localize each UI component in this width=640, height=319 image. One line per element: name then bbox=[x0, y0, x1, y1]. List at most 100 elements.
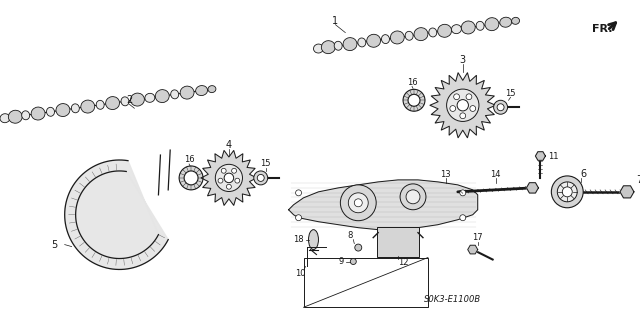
Ellipse shape bbox=[381, 35, 390, 44]
Circle shape bbox=[296, 215, 301, 221]
Text: S0K3-E1100B: S0K3-E1100B bbox=[424, 295, 481, 304]
Circle shape bbox=[227, 184, 231, 189]
Circle shape bbox=[450, 106, 456, 111]
Ellipse shape bbox=[81, 100, 95, 113]
Circle shape bbox=[493, 100, 508, 114]
Text: 3: 3 bbox=[460, 56, 466, 65]
Circle shape bbox=[563, 187, 572, 197]
Text: 8: 8 bbox=[348, 231, 353, 240]
Circle shape bbox=[408, 94, 420, 106]
Text: 10: 10 bbox=[295, 269, 306, 278]
Ellipse shape bbox=[22, 111, 29, 120]
Circle shape bbox=[470, 106, 476, 111]
Text: 4: 4 bbox=[226, 140, 232, 150]
Ellipse shape bbox=[429, 28, 436, 37]
Circle shape bbox=[296, 190, 301, 196]
Ellipse shape bbox=[96, 100, 104, 109]
Text: FR.: FR. bbox=[592, 24, 612, 33]
Ellipse shape bbox=[476, 21, 484, 30]
Text: 5: 5 bbox=[52, 240, 58, 249]
Ellipse shape bbox=[121, 97, 129, 106]
Circle shape bbox=[400, 184, 426, 210]
Text: 7: 7 bbox=[636, 175, 640, 185]
Polygon shape bbox=[289, 180, 477, 230]
Text: 6: 6 bbox=[580, 169, 586, 179]
Ellipse shape bbox=[511, 17, 520, 24]
Text: 1: 1 bbox=[332, 16, 339, 26]
Ellipse shape bbox=[47, 107, 54, 116]
Ellipse shape bbox=[390, 31, 404, 44]
Ellipse shape bbox=[358, 38, 366, 47]
Ellipse shape bbox=[405, 31, 413, 40]
Text: 15: 15 bbox=[506, 89, 516, 98]
Circle shape bbox=[403, 89, 425, 111]
Circle shape bbox=[355, 244, 362, 251]
Text: 17: 17 bbox=[472, 233, 483, 242]
Ellipse shape bbox=[343, 38, 357, 51]
Circle shape bbox=[348, 193, 368, 213]
Circle shape bbox=[551, 176, 583, 208]
Circle shape bbox=[454, 94, 460, 100]
Circle shape bbox=[179, 166, 203, 190]
Ellipse shape bbox=[485, 18, 499, 31]
Circle shape bbox=[235, 178, 240, 183]
Circle shape bbox=[406, 190, 420, 204]
Ellipse shape bbox=[500, 17, 511, 27]
Ellipse shape bbox=[106, 97, 120, 109]
Ellipse shape bbox=[131, 93, 145, 106]
Circle shape bbox=[184, 171, 198, 185]
Circle shape bbox=[350, 258, 356, 264]
Text: 9: 9 bbox=[339, 257, 344, 266]
Circle shape bbox=[218, 178, 223, 183]
Ellipse shape bbox=[156, 90, 169, 103]
Circle shape bbox=[215, 164, 243, 191]
Ellipse shape bbox=[145, 93, 155, 102]
Ellipse shape bbox=[71, 104, 79, 113]
Ellipse shape bbox=[438, 24, 452, 37]
Circle shape bbox=[340, 185, 376, 221]
Ellipse shape bbox=[56, 104, 70, 116]
Text: 11: 11 bbox=[548, 152, 559, 160]
Ellipse shape bbox=[367, 34, 381, 47]
Circle shape bbox=[224, 173, 234, 183]
Circle shape bbox=[460, 113, 466, 119]
Ellipse shape bbox=[196, 85, 207, 96]
Polygon shape bbox=[65, 160, 168, 270]
Circle shape bbox=[254, 171, 268, 185]
Text: 16: 16 bbox=[406, 78, 417, 87]
Circle shape bbox=[497, 104, 504, 111]
Text: 16: 16 bbox=[184, 155, 195, 165]
Polygon shape bbox=[201, 151, 257, 205]
Polygon shape bbox=[468, 245, 477, 254]
Circle shape bbox=[460, 190, 466, 196]
Ellipse shape bbox=[0, 114, 10, 123]
Text: 18: 18 bbox=[293, 235, 304, 244]
Ellipse shape bbox=[451, 25, 461, 33]
Circle shape bbox=[457, 100, 468, 111]
FancyBboxPatch shape bbox=[377, 227, 419, 256]
Circle shape bbox=[355, 199, 362, 207]
Ellipse shape bbox=[414, 28, 428, 41]
Circle shape bbox=[232, 168, 237, 173]
Text: 14: 14 bbox=[490, 170, 501, 179]
Ellipse shape bbox=[31, 107, 45, 120]
Ellipse shape bbox=[314, 44, 323, 53]
Polygon shape bbox=[527, 183, 538, 193]
Circle shape bbox=[257, 174, 264, 182]
Polygon shape bbox=[536, 152, 545, 160]
Ellipse shape bbox=[8, 110, 22, 123]
Ellipse shape bbox=[208, 85, 216, 93]
Ellipse shape bbox=[461, 21, 476, 34]
Ellipse shape bbox=[334, 41, 342, 50]
Ellipse shape bbox=[171, 90, 179, 99]
Text: 13: 13 bbox=[440, 170, 451, 179]
Circle shape bbox=[466, 94, 472, 100]
Ellipse shape bbox=[308, 230, 319, 249]
Circle shape bbox=[460, 215, 466, 221]
Ellipse shape bbox=[180, 86, 194, 99]
Text: 15: 15 bbox=[260, 160, 271, 168]
Circle shape bbox=[221, 168, 226, 173]
Circle shape bbox=[447, 89, 479, 122]
Polygon shape bbox=[620, 186, 634, 198]
Circle shape bbox=[557, 182, 577, 202]
